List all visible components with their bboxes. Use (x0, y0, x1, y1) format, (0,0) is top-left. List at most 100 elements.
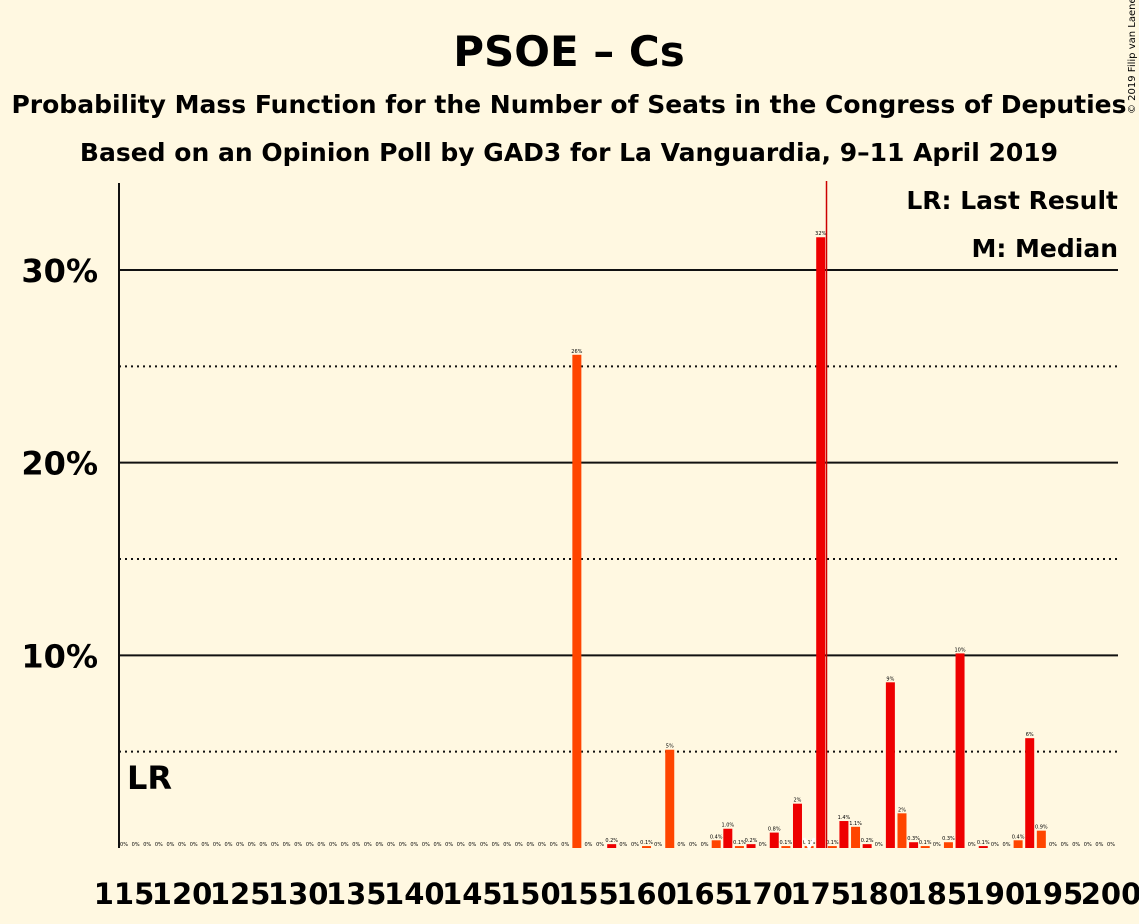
x-tick-200: 200 (1081, 877, 1139, 911)
bar-label-131: 0% (306, 842, 314, 848)
bar-label-169: 0.2% (745, 838, 758, 844)
bar-label-145: 0% (468, 842, 476, 848)
bar-label-184: 0.1% (919, 840, 932, 846)
bar-154 (572, 354, 582, 848)
x-tick-190: 190 (965, 877, 1026, 911)
bar-label-119: 0% (166, 842, 174, 848)
x-tick-150: 150 (500, 877, 561, 911)
bar-167 (723, 828, 733, 848)
bar-label-178: 1.1% (849, 821, 862, 827)
bar-label-182: 2% (898, 807, 906, 813)
bar-label-188: 0% (968, 842, 976, 848)
bar-label-198: 0% (1084, 842, 1092, 848)
chart-subtitle: Probability Mass Function for the Number… (11, 90, 1126, 119)
bar-label-158: 0% (619, 842, 627, 848)
bar-label-167: 1.0% (721, 823, 734, 829)
bar-label-122: 0% (201, 842, 209, 848)
bar-label-153: 0% (561, 842, 569, 848)
bar-label-186: 0.3% (942, 836, 955, 842)
bar-label-159: 0% (631, 842, 639, 848)
bar-labels: 0% 0% 0% 0% 0% 0% 0% 0% 0% 0% 0% 0% 0% 0% 0% 0% 0% 0% 0% 0%… (120, 231, 1115, 848)
bar-label-166: 0.4% (710, 834, 723, 840)
bar-label-179: 0.2% (861, 838, 874, 844)
bar-label-189: 0.1% (977, 840, 990, 846)
bar-label-197: 0% (1072, 842, 1080, 848)
bar-label-150: 0% (526, 842, 534, 848)
bar-label-130: 0% (294, 842, 302, 848)
bar-label-120: 0% (178, 842, 186, 848)
bar-179 (862, 844, 872, 848)
bar-label-142: 0% (434, 842, 442, 848)
bar-label-141: 0% (422, 842, 430, 848)
bar-label-126: 0% (248, 842, 256, 848)
bar-175 (816, 237, 826, 848)
grid-lines (119, 269, 1118, 753)
bar-189 (978, 846, 988, 848)
bar-label-140: 0% (410, 842, 418, 848)
bar-label-190: 0% (991, 842, 999, 848)
x-tick-labels: 1151201251301351401451501551601651701751… (94, 877, 1139, 911)
bar-172 (781, 846, 791, 848)
bar-177 (839, 821, 849, 848)
copyright-note: © 2019 Filip van Laenen (1127, 0, 1138, 114)
bar-label-133: 0% (329, 842, 337, 848)
bar-183 (909, 842, 919, 848)
bar-label-151: 0% (538, 842, 546, 848)
bar-label-117: 0% (143, 842, 151, 848)
x-tick-170: 170 (732, 877, 793, 911)
x-tick-135: 135 (326, 877, 387, 911)
bar-166 (711, 840, 721, 848)
legend-last-result: LR: Last Result (906, 186, 1118, 215)
bar-label-148: 0% (503, 842, 511, 848)
bar-label-168: 0.1% (733, 840, 746, 846)
bar-label-183: 0.3% (907, 836, 920, 842)
bar-label-174: 0.1% (803, 840, 816, 846)
x-tick-115: 115 (94, 877, 155, 911)
bar-label-115: 0% (120, 842, 128, 848)
bar-label-155: 0% (585, 842, 593, 848)
bar-label-137: 0% (375, 842, 383, 848)
x-tick-130: 130 (268, 877, 329, 911)
x-tick-140: 140 (384, 877, 445, 911)
bar-168 (734, 846, 744, 848)
bar-label-124: 0% (225, 842, 233, 848)
bar-label-172: 0.1% (780, 840, 793, 846)
bars (572, 237, 1046, 848)
bar-label-187: 10% (954, 647, 965, 653)
bar-label-144: 0% (457, 842, 465, 848)
bar-label-176: 0.1% (826, 840, 839, 846)
bar-label-156: 0% (596, 842, 604, 848)
bar-label-162: 5% (666, 744, 674, 750)
bar-162 (665, 749, 675, 848)
bar-label-149: 0% (515, 842, 523, 848)
x-tick-185: 185 (907, 877, 968, 911)
bar-label-191: 0% (1003, 842, 1011, 848)
bar-157 (607, 844, 617, 848)
bar-192 (1013, 840, 1023, 848)
x-tick-145: 145 (442, 877, 503, 911)
bar-label-154: 26% (571, 349, 582, 355)
y-tick-10: 10% (21, 637, 98, 675)
bar-label-199: 0% (1095, 842, 1103, 848)
bar-label-152: 0% (550, 842, 558, 848)
bar-label-135: 0% (352, 842, 360, 848)
bar-label-118: 0% (155, 842, 163, 848)
bar-187 (955, 653, 965, 848)
y-tick-labels: 10% 20% 30% (21, 252, 98, 675)
bar-label-164: 0% (689, 842, 697, 848)
bar-186 (943, 842, 953, 848)
x-tick-175: 175 (790, 877, 851, 911)
bar-label-121: 0% (190, 842, 198, 848)
x-tick-180: 180 (848, 877, 909, 911)
y-tick-30: 30% (21, 252, 98, 290)
x-tick-155: 155 (558, 877, 619, 911)
x-tick-125: 125 (210, 877, 271, 911)
bar-label-160: 0.1% (640, 840, 653, 846)
chart-title: PSOE – Cs (453, 27, 685, 76)
bar-label-134: 0% (341, 842, 349, 848)
bar-label-170: 0% (759, 842, 767, 848)
y-tick-20: 20% (21, 445, 98, 483)
bar-label-173: 2% (794, 798, 802, 804)
bar-label-147: 0% (492, 842, 500, 848)
bar-label-157: 0.2% (605, 838, 618, 844)
